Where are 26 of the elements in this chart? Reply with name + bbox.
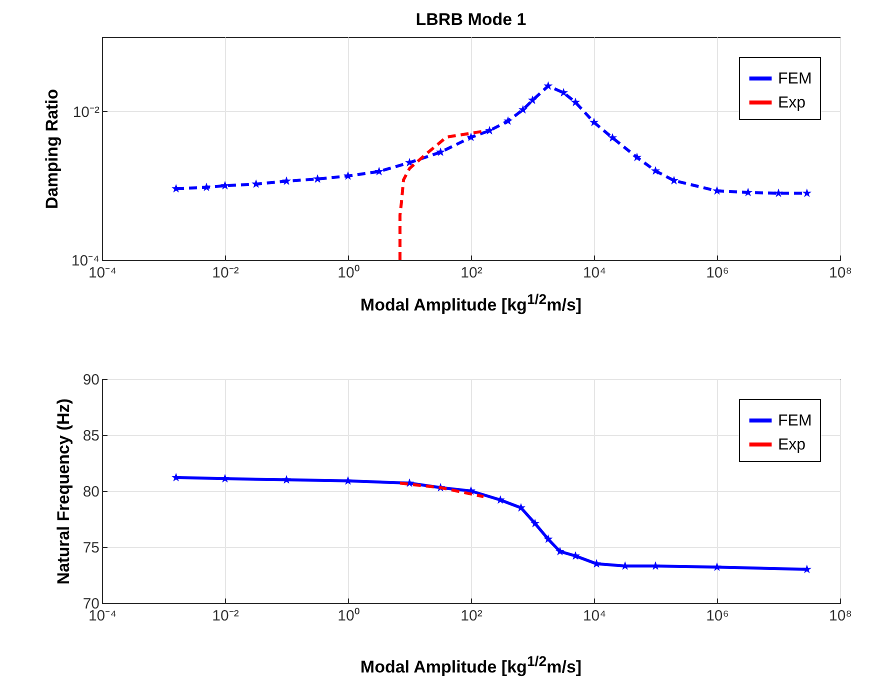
legend-label: FEM (778, 412, 812, 430)
x-tick-label: 10⁰ (338, 264, 360, 282)
y-tick-label: 10⁻² (72, 104, 100, 121)
legend-label: Exp (778, 436, 806, 454)
x-tick-label: 10⁻² (212, 264, 239, 282)
x-tick-label: 10⁴ (582, 264, 606, 282)
y-axis-title: Natural Frequency (Hz) (54, 398, 73, 585)
y-axis-title: Damping Ratio (42, 89, 62, 209)
x-tick-label: 10² (460, 608, 482, 624)
y-tick-label: 85 (82, 428, 100, 444)
legend-label: FEM (778, 70, 812, 88)
x-tick-label: 10⁸ (828, 264, 852, 282)
x-tick-label: 10⁶ (706, 608, 729, 624)
x-tick-label: 10⁸ (828, 608, 852, 624)
x-axis-title: Modal Amplitude [kg$^{1/2}$m/s] (359, 292, 583, 316)
x-tick-label: 10⁴ (582, 608, 606, 624)
chart-title: LBRB Mode 1 (416, 10, 526, 29)
legend-label: Exp (778, 94, 806, 112)
y-tick-label: 75 (82, 540, 100, 556)
x-tick-label: 10⁻² (212, 608, 239, 624)
y-tick-label: 90 (82, 372, 100, 388)
x-tick-label: 10⁶ (706, 264, 729, 282)
x-axis-title: Modal Amplitude [kg$^{1/2}$m/s] (359, 654, 583, 678)
x-tick-label: 10⁰ (338, 608, 360, 624)
x-tick-label: 10² (460, 264, 482, 282)
y-tick-label: 80 (82, 484, 100, 500)
